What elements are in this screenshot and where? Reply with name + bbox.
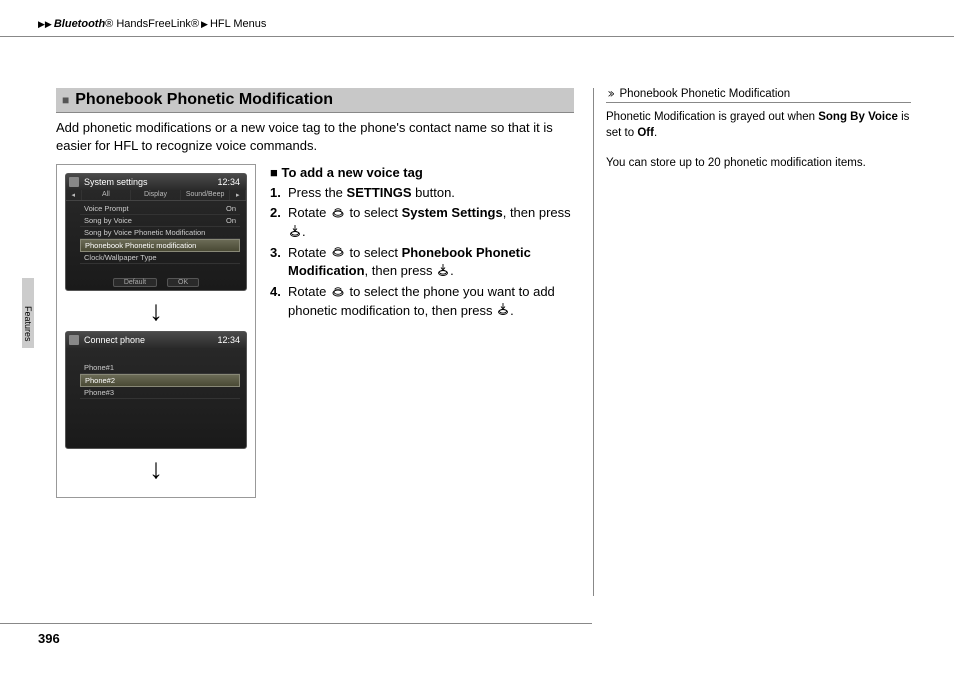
screen1-title: System settings bbox=[72, 177, 148, 187]
sidebar-heading: ≫ Phonebook Phonetic Modification bbox=[606, 88, 911, 103]
sidebar-notes: ≫ Phonebook Phonetic Modification Phonet… bbox=[593, 88, 911, 596]
steps-list: 1.Press the SETTINGS button. 2.Rotate to … bbox=[270, 184, 574, 320]
step-item: 2.Rotate to select System Settings, then… bbox=[270, 204, 574, 241]
screenshots-column: System settings 12:34 ◂ All Display Soun… bbox=[56, 164, 256, 498]
screen1-tabs: ◂ All Display Sound/Beep ▸ bbox=[66, 190, 246, 201]
screen1-time: 12:34 bbox=[217, 177, 240, 187]
section-marker-icon: ■ bbox=[62, 93, 69, 107]
section-heading: ■ Phonebook Phonetic Modification bbox=[56, 88, 574, 113]
instructions-column: ■ To add a new voice tag 1.Press the SET… bbox=[270, 164, 574, 498]
press-icon bbox=[497, 302, 509, 320]
arrow-down-icon: ↓ bbox=[149, 455, 163, 483]
step-item: 4.Rotate to select the phone you want to… bbox=[270, 283, 574, 320]
phone-item: Phone#3 bbox=[80, 387, 240, 399]
screenshot-connect-phone: Connect phone 12:34 Phone#1 Phone#2 Phon… bbox=[65, 331, 247, 449]
steps-heading: ■ To add a new voice tag bbox=[270, 164, 574, 182]
footer-default: Default bbox=[113, 278, 157, 287]
section-title: Phonebook Phonetic Modification bbox=[75, 91, 333, 109]
intro-text: Add phonetic modifications or a new voic… bbox=[56, 119, 574, 154]
page-number: 396 bbox=[38, 631, 60, 646]
breadcrumb-arrow: ▶ bbox=[201, 19, 208, 30]
dial-icon bbox=[331, 244, 345, 262]
screen-footer: Default OK bbox=[66, 278, 246, 287]
arrow-down-icon: ↓ bbox=[149, 297, 163, 325]
dial-icon bbox=[331, 205, 345, 223]
tab-sound: Sound/Beep bbox=[181, 190, 231, 200]
side-tab-features: Features bbox=[22, 278, 34, 348]
step-item: 3.Rotate to select Phonebook Phonetic Mo… bbox=[270, 244, 574, 281]
footer-ok: OK bbox=[167, 278, 199, 287]
sidebar-marker-icon: ≫ bbox=[608, 89, 614, 100]
heading-marker-icon: ■ bbox=[270, 165, 281, 180]
screenshot-system-settings: System settings 12:34 ◂ All Display Soun… bbox=[65, 173, 247, 291]
breadcrumb-level1: Bluetooth® HandsFreeLink® bbox=[54, 18, 199, 30]
phone-item: Phone#1 bbox=[80, 362, 240, 374]
divider bbox=[0, 36, 954, 37]
sidebar-note-1: Phonetic Modification is grayed out when… bbox=[606, 109, 911, 141]
breadcrumb-level2: HFL Menus bbox=[210, 18, 266, 30]
phone-item-selected: Phone#2 bbox=[80, 374, 240, 387]
divider bbox=[0, 623, 592, 624]
step-item: 1.Press the SETTINGS button. bbox=[270, 184, 574, 202]
screen2-title: Connect phone bbox=[72, 335, 145, 345]
tab-display: Display bbox=[131, 190, 181, 200]
menu-item: Clock/Wallpaper Type bbox=[80, 252, 240, 264]
menu-item: Voice PromptOn bbox=[80, 203, 240, 215]
tab-all: All bbox=[82, 190, 132, 200]
screen2-time: 12:34 bbox=[217, 335, 240, 345]
menu-item: Song by Voice Phonetic Modification bbox=[80, 227, 240, 239]
breadcrumb-arrow: ▶▶ bbox=[38, 19, 52, 30]
dial-icon bbox=[331, 284, 345, 302]
press-icon bbox=[437, 263, 449, 281]
breadcrumb: ▶▶ Bluetooth® HandsFreeLink® ▶ HFL Menus bbox=[38, 18, 266, 30]
sidebar-note-2: You can store up to 20 phonetic modifica… bbox=[606, 155, 911, 171]
press-icon bbox=[289, 224, 301, 242]
sidebar-title: Phonebook Phonetic Modification bbox=[619, 88, 790, 100]
menu-item-selected: Phonebook Phonetic modification bbox=[80, 239, 240, 252]
back-icon bbox=[69, 335, 79, 345]
back-icon bbox=[69, 177, 79, 187]
menu-item: Song by VoiceOn bbox=[80, 215, 240, 227]
